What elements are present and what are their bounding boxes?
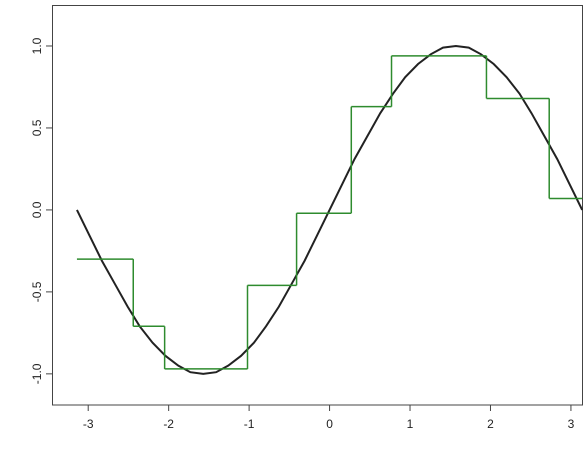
x-tick-label: 3 [568, 417, 575, 431]
x-tick-label: -1 [244, 417, 255, 431]
plot-box [52, 5, 583, 406]
y-tick-label: -1.0 [30, 363, 44, 384]
x-tick-label: -3 [83, 417, 94, 431]
y-tick-label: -0.5 [30, 281, 44, 302]
y-tick-label: 0.5 [30, 119, 44, 136]
x-tick-label: -2 [163, 417, 174, 431]
x-tick-label: 2 [487, 417, 494, 431]
x-tick-label: 1 [407, 417, 414, 431]
x-tick-label: 0 [326, 417, 333, 431]
plot-area [76, 44, 583, 375]
y-tick-label: 0.0 [30, 201, 44, 218]
sine-curve [76, 44, 583, 375]
y-tick-label: 1.0 [30, 37, 44, 54]
